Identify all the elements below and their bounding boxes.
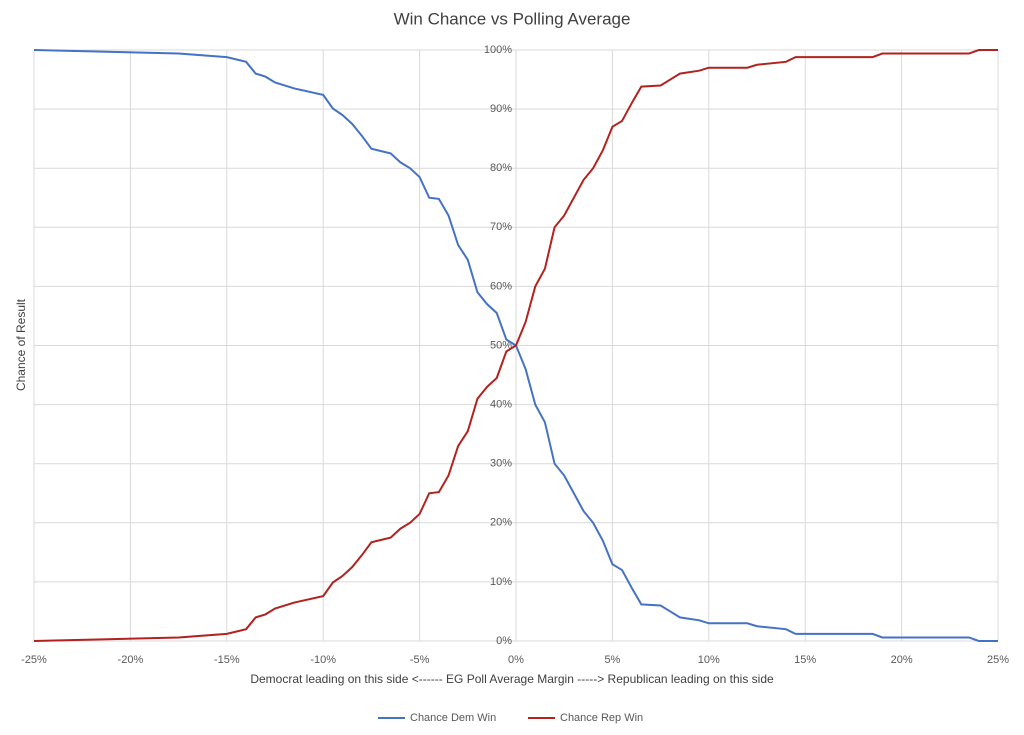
y-tick-label: 40% (490, 399, 512, 411)
x-tick-label: -15% (214, 654, 240, 666)
x-axis-title: Democrat leading on this side <------ EG… (250, 672, 774, 686)
x-tick-label: 20% (891, 654, 913, 666)
x-tick-label: 0% (508, 654, 524, 666)
y-tick-label: 0% (496, 635, 512, 647)
chart-title: Win Chance vs Polling Average (394, 9, 631, 28)
y-tick-label: 30% (490, 458, 512, 470)
x-tick-label: 10% (698, 654, 720, 666)
series-line (33, 49, 998, 642)
y-tick-label: 70% (490, 221, 512, 233)
x-tick-label: -25% (21, 654, 47, 666)
y-tick-label: 80% (490, 162, 512, 174)
legend-label: Chance Dem Win (410, 712, 496, 724)
y-tick-label: 20% (490, 517, 512, 529)
legend-label: Chance Rep Win (560, 712, 643, 724)
y-tick-label: 60% (490, 280, 512, 292)
y-tick-label: 10% (490, 576, 512, 588)
x-tick-label: -20% (118, 654, 144, 666)
y-tick-label: 50% (490, 339, 512, 351)
x-tick-label: -10% (310, 654, 336, 666)
y-axis-title: Chance of Result (14, 298, 28, 391)
x-tick-label: 5% (604, 654, 620, 666)
x-tick-label: -5% (410, 654, 430, 666)
x-tick-label: 15% (794, 654, 816, 666)
x-tick-label: 25% (987, 654, 1009, 666)
y-tick-label: 90% (490, 103, 512, 115)
y-tick-label: 100% (484, 44, 512, 56)
